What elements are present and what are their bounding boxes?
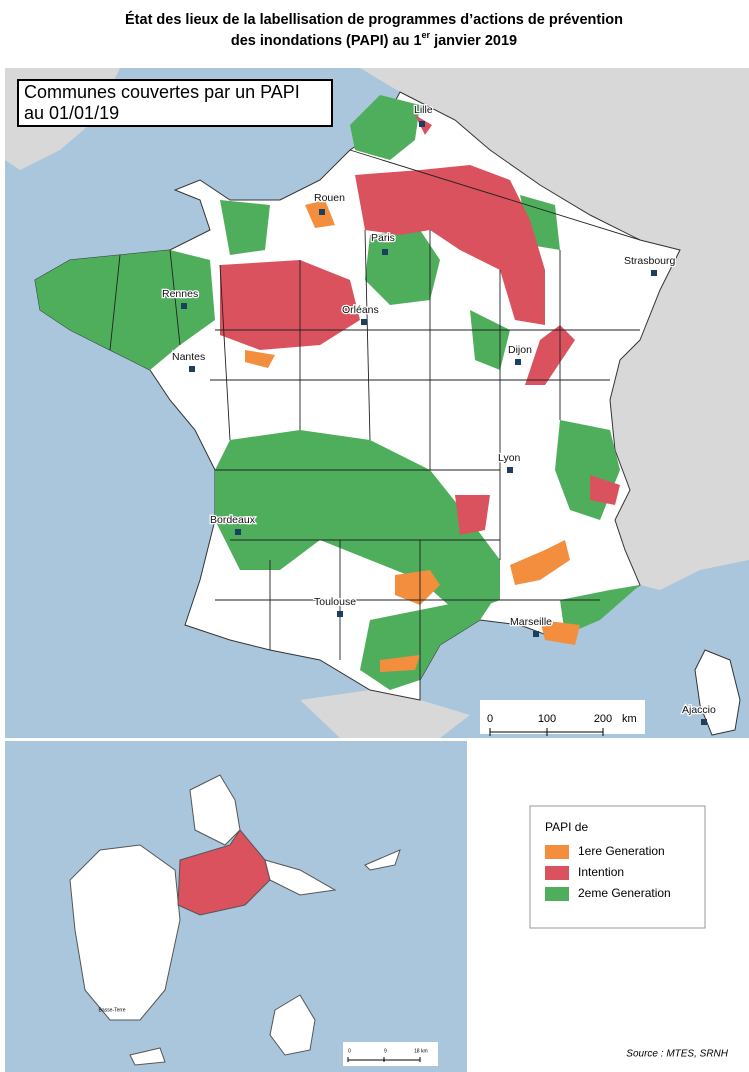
city-marker (533, 631, 539, 637)
papi-zone (510, 540, 570, 585)
papi-zone (455, 495, 490, 535)
scale-unit: km (622, 713, 637, 725)
city-marker (382, 249, 388, 255)
papi-zone (220, 200, 270, 255)
title-line: État des lieux de la labellisation de pr… (125, 11, 623, 28)
inset-scale-bar (347, 1057, 421, 1062)
scale-label: 0 (487, 713, 493, 725)
city-marker (507, 467, 513, 473)
inset-scale-label: 9 (384, 1048, 387, 1054)
city-marker (235, 529, 241, 535)
map-title: Communes couvertes par un PAPI (24, 82, 300, 102)
city-label: Bordeaux (210, 514, 256, 526)
papi-zone (540, 620, 580, 645)
legend-label: Intention (578, 865, 624, 879)
legend-swatch (545, 845, 569, 859)
city-label: Orléans (342, 304, 379, 316)
inset-label: Basse-Terre (99, 1007, 126, 1013)
city-label: Dijon (508, 344, 532, 356)
papi-zone (355, 165, 545, 325)
title-sup: er (422, 30, 431, 40)
city-marker (701, 719, 707, 725)
basse-terre (69, 844, 181, 1021)
papi-zone (35, 250, 215, 370)
grande-terre-east (264, 859, 337, 896)
city-label: Ajaccio (682, 704, 716, 716)
cities: Lille Rouen Paris Strasbourg Rennes Orléans Na… (161, 103, 717, 725)
papi-zone (365, 230, 440, 305)
title-text: janvier 2019 (430, 33, 517, 49)
legend-swatch (545, 866, 569, 880)
scale-label: 100 (538, 713, 556, 725)
city-marker (651, 270, 657, 276)
city-marker (319, 209, 325, 215)
papi-zone (245, 350, 275, 368)
grande-terre-north (189, 774, 241, 846)
city-marker (337, 611, 343, 617)
city-label: Rennes (162, 288, 198, 300)
city-label: Toulouse (314, 596, 356, 608)
title-text: des inondations (PAPI) au 1 (231, 33, 422, 49)
scale-bar (489, 728, 604, 736)
legend-title: PAPI de (545, 820, 588, 834)
city-label: Marseille (510, 616, 552, 628)
city-label: Paris (371, 232, 395, 244)
scale-label: 200 (594, 713, 612, 725)
legend-label: 1ere Generation (578, 844, 665, 858)
inset-scale-label: 0 (348, 1048, 351, 1054)
papi-zone (590, 475, 620, 505)
marie-galante (269, 994, 316, 1056)
city-marker (361, 319, 367, 325)
europe (360, 68, 749, 590)
papi-zone (215, 430, 500, 615)
papi-zone (525, 325, 575, 385)
scale-box (480, 700, 645, 734)
city-label: Strasbourg (624, 255, 676, 267)
city-label: Rouen (314, 192, 345, 204)
inset-scale-box (343, 1042, 438, 1066)
papi-zone (395, 570, 440, 605)
city-marker (181, 303, 187, 309)
papi-zone (220, 260, 360, 350)
la-desirade (364, 849, 401, 871)
map-title: au 01/01/19 (24, 103, 119, 123)
city-marker (189, 366, 195, 372)
spain (300, 690, 470, 738)
papi-zones (35, 95, 640, 690)
legend-swatch (545, 887, 569, 901)
legend: 1ere Generation Intention 2eme Generation (545, 844, 671, 901)
city-marker (419, 121, 425, 127)
city-label: Lille (414, 104, 433, 116)
legend-label: 2eme Generation (578, 886, 671, 900)
papi-zone (350, 95, 420, 160)
map-title-box (17, 79, 333, 127)
city-label: Nantes (172, 351, 205, 363)
source: Source : MTES, SRNH (626, 1049, 728, 1060)
title-line: des inondations (PAPI) au 1er janvier 20… (231, 30, 517, 48)
papi-zone (380, 655, 420, 672)
les-saintes (129, 1047, 166, 1066)
city-label: Lyon (498, 452, 521, 464)
papi-zone (560, 585, 640, 635)
corsica (694, 649, 741, 736)
city-marker (515, 359, 521, 365)
inset-scale-label: 18 km (414, 1048, 428, 1054)
department-borders (109, 149, 641, 680)
